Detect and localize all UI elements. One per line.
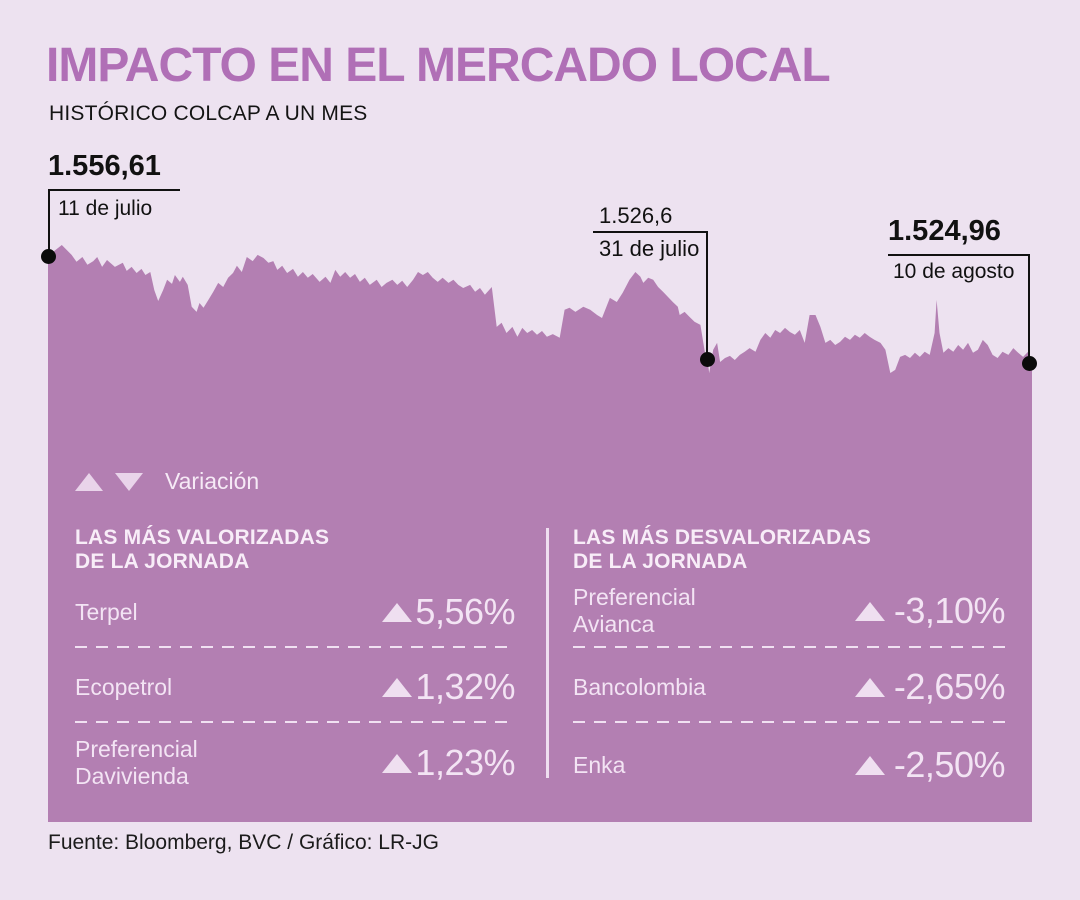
chart-subtitle: HISTÓRICO COLCAP A UN MES [49,102,368,125]
triangle-down-icon [115,472,143,491]
stock-change-value: -2,50% [893,744,1006,785]
stock-row: Bancolombia -2,65% [573,662,1006,712]
annotation-date-10-agosto: 10 de agosto [893,260,1015,283]
stock-name: Enka [573,751,626,778]
annotation-leader-line-11-julio [48,189,50,257]
stock-name: Ecopetrol [75,673,173,700]
annotation-rule-11-julio [48,189,180,191]
up-triangle-icon [854,677,885,697]
stock-change-value: -2,65% [893,666,1006,707]
page-title: IMPACTO EN EL MERCADO LOCAL [46,39,831,92]
row-separator [75,646,515,648]
stock-row: Ecopetrol 1,32% [75,662,515,712]
row-separator [75,721,515,723]
annotation-value-10-agosto: 1.524,96 [888,215,1001,247]
stock-name: Terpel [75,598,138,625]
annotation-rule-31-julio [593,231,708,233]
stock-row: Enka -2,50% [573,740,1006,790]
annotation-value-31-julio: 1.526,6 [599,203,673,228]
row-separator [573,721,1005,723]
stock-change: -2,50% [854,744,1006,785]
column-divider [546,528,549,778]
annotation-rule-10-agosto [888,254,1030,256]
up-triangle-icon [854,601,885,621]
stock-row: Preferencial Avianca -3,10% [573,579,1006,643]
variation-legend-label: Variación [165,468,260,494]
stock-name: Preferencial Avianca [573,584,696,637]
data-point-dot-11-julio [41,249,56,264]
annotation-leader-line-31-julio [706,231,708,358]
annotation-leader-line-10-agosto [1028,254,1030,362]
variation-legend: Variación [75,468,259,495]
stock-change: -2,65% [854,666,1006,707]
stock-row: Terpel 5,56% [75,587,515,637]
stock-name: Preferencial Davivienda [75,736,198,789]
annotation-value-11-julio: 1.556,61 [48,150,161,182]
source-credit: Fuente: Bloomberg, BVC / Gráfico: LR-JG [48,831,439,854]
stock-change: 5,56% [382,594,515,630]
up-triangle-icon [854,755,885,775]
annotation-date-31-julio: 31 de julio [599,236,700,261]
stock-change: -3,10% [854,590,1006,631]
up-triangle-icon [382,602,413,622]
stock-change-value: 1,23% [415,742,515,783]
stock-change: 1,23% [382,745,515,781]
up-triangle-icon [382,677,413,697]
stock-name: Bancolombia [573,673,706,700]
stock-change: 1,32% [382,669,515,705]
data-point-dot-10-agosto [1022,356,1037,371]
valorizadas-column: LAS MÁS VALORIZADAS DE LA JORNADA Terpel… [75,526,515,789]
annotation-date-11-julio: 11 de julio [58,197,153,220]
stock-change-value: 5,56% [415,591,515,632]
up-triangle-icon [382,753,413,773]
valorizadas-header: LAS MÁS VALORIZADAS DE LA JORNADA [75,526,330,573]
stock-change-value: -3,10% [893,590,1006,631]
triangle-up-icon [75,472,103,491]
desvalorizadas-header: LAS MÁS DESVALORIZADAS DE LA JORNADA [573,526,872,573]
stock-change-value: 1,32% [415,666,515,707]
stock-row: Preferencial Davivienda 1,23% [75,731,515,795]
row-separator [573,646,1005,648]
data-point-dot-31-julio [700,352,715,367]
desvalorizadas-column: LAS MÁS DESVALORIZADAS DE LA JORNADA Pre… [573,526,1006,790]
colcap-area-series [48,245,1032,822]
colcap-area-chart [48,245,1032,822]
